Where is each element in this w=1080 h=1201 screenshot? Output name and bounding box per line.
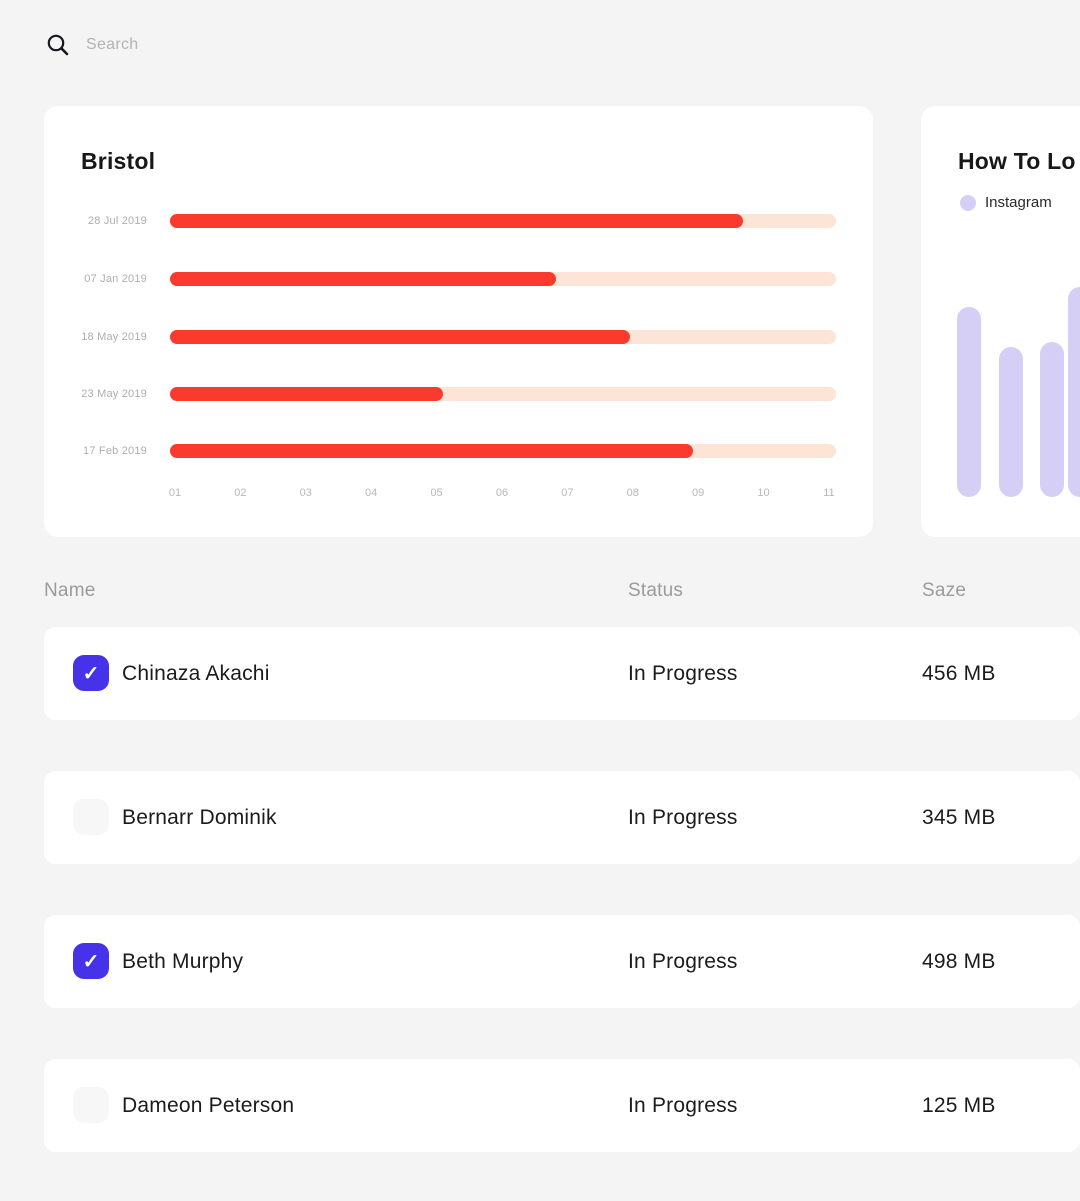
search-input[interactable]: Search	[86, 36, 139, 53]
x-axis-tick: 11	[823, 487, 835, 499]
bar-track	[170, 444, 836, 458]
row-size: 456 MB	[922, 661, 996, 685]
x-axis-tick: 05	[430, 487, 443, 499]
card-title-bristol: Bristol	[81, 148, 156, 174]
table-row[interactable]: Dameon Peterson In Progress 125 MB	[44, 1059, 1080, 1152]
x-axis-tick: 03	[299, 487, 312, 499]
x-axis-tick: 04	[365, 487, 378, 499]
chart-row: 23 May 2019	[44, 387, 873, 401]
search-icon	[47, 34, 69, 56]
table-header-status: Status	[628, 580, 684, 601]
chart-row: 18 May 2019	[44, 330, 873, 344]
table-row[interactable]: Beth Murphy In Progress 498 MB	[44, 915, 1080, 1008]
row-name: Bernarr Dominik	[122, 805, 277, 829]
x-axis: 01 02 03 04 05 06 07 08 09 10 11	[162, 487, 842, 499]
bar-track	[170, 214, 836, 228]
vertical-bar	[1068, 287, 1080, 497]
bar-fill	[170, 330, 630, 344]
bar-track	[170, 387, 836, 401]
vertical-bar	[999, 347, 1023, 497]
chart-row-label: 23 May 2019	[81, 388, 147, 400]
chart-row: 07 Jan 2019	[44, 272, 873, 286]
bar-fill	[170, 272, 557, 286]
row-name: Chinaza Akachi	[122, 661, 270, 685]
x-axis-tick: 09	[692, 487, 705, 499]
vertical-bar	[957, 307, 981, 497]
legend-label: Instagram	[985, 194, 1052, 211]
row-size: 498 MB	[922, 949, 996, 973]
bristol-chart-card: Bristol 28 Jul 2019 07 Jan 2019 18 May 2…	[44, 106, 873, 537]
bar-fill	[170, 444, 693, 458]
bar-track	[170, 330, 836, 344]
row-size: 345 MB	[922, 805, 996, 829]
x-axis-tick: 01	[168, 487, 182, 499]
x-axis-tick: 02	[234, 487, 247, 499]
row-name: Beth Murphy	[122, 949, 244, 973]
x-axis-tick: 10	[757, 487, 770, 499]
row-checkbox[interactable]	[73, 799, 109, 835]
row-status: In Progress	[628, 949, 738, 973]
row-status: In Progress	[628, 805, 738, 829]
chart-row-label: 07 Jan 2019	[84, 273, 147, 285]
row-status: In Progress	[628, 661, 738, 685]
row-checkbox[interactable]	[73, 1087, 109, 1123]
table-header-size: Saze	[922, 580, 967, 601]
chart-row: 17 Feb 2019	[44, 444, 873, 458]
bar-track	[170, 272, 836, 286]
card-title-instagram: How To Lo	[958, 148, 1076, 174]
row-checkbox[interactable]	[73, 655, 109, 691]
row-status: In Progress	[628, 1093, 738, 1117]
bar-fill	[170, 214, 743, 228]
legend-dot-icon	[960, 194, 976, 211]
vertical-bar	[1040, 342, 1064, 497]
table-header-name: Name	[44, 580, 96, 601]
row-checkbox[interactable]	[73, 943, 109, 979]
table-row[interactable]: Bernarr Dominik In Progress 345 MB	[44, 771, 1080, 864]
chart-row-label: 17 Feb 2019	[83, 445, 147, 457]
chart-row: 28 Jul 2019	[44, 214, 873, 228]
x-axis-tick: 07	[561, 487, 574, 499]
x-axis-tick: 08	[626, 487, 639, 499]
bar-fill	[170, 387, 444, 401]
search-bar[interactable]: Search	[46, 32, 139, 58]
row-size: 125 MB	[922, 1093, 996, 1117]
legend: Instagram	[960, 194, 1052, 211]
x-axis-tick: 06	[495, 487, 509, 499]
instagram-chart-card: How To Lo Instagram	[921, 106, 1080, 537]
table-row[interactable]: Chinaza Akachi In Progress 456 MB	[44, 627, 1080, 720]
chart-row-label: 28 Jul 2019	[87, 215, 147, 227]
row-name: Dameon Peterson	[122, 1093, 295, 1117]
chart-row-label: 18 May 2019	[81, 331, 147, 343]
